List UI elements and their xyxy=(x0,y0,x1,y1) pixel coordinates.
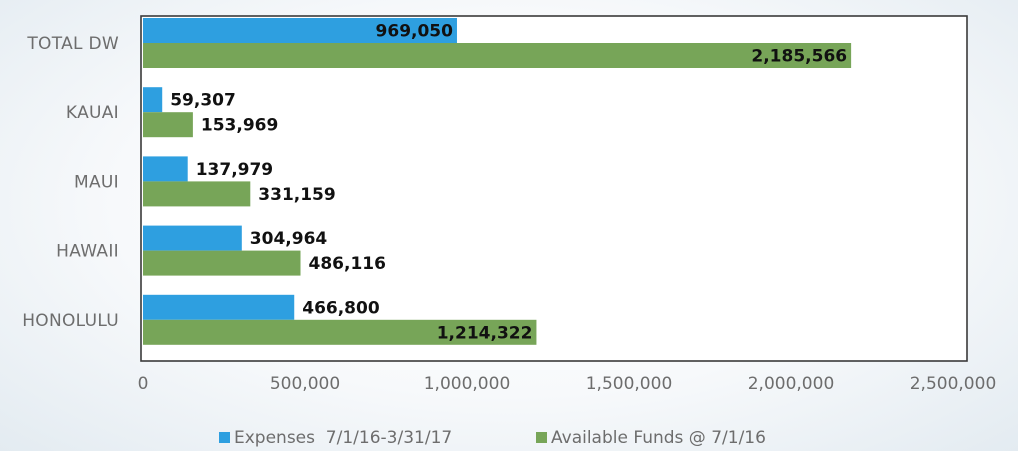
category-label-honolulu: HONOLULU xyxy=(22,311,119,331)
legend: Expenses 7/1/16-3/31/17 Available Funds @… xyxy=(219,428,766,448)
data-label-expenses-hawaii: 304,964 xyxy=(250,229,328,249)
data-labels: 969,050 2,185,566 59,307 153,969 137,979 331,… xyxy=(170,22,847,344)
bar-available-funds-maui xyxy=(143,181,251,207)
x-tick-label: 1,500,000 xyxy=(586,374,673,394)
bar-available-funds-hawaii xyxy=(143,250,301,276)
x-tick-label: 1,000,000 xyxy=(424,374,511,394)
data-label-expenses-kauai: 59,307 xyxy=(170,91,236,111)
legend-expenses-swatch xyxy=(219,432,230,443)
x-tick-label: 500,000 xyxy=(270,374,340,394)
category-label-hawaii: HAWAII xyxy=(56,242,119,262)
data-label-available-funds-kauai: 153,969 xyxy=(201,116,278,136)
bar-expenses-maui xyxy=(143,156,188,182)
data-label-expenses-maui: 137,979 xyxy=(196,160,273,180)
x-tick-label: 0 xyxy=(138,374,149,394)
data-label-available-funds-total-dw: 2,185,566 xyxy=(751,47,847,67)
x-tick-label: 2,500,000 xyxy=(910,374,997,394)
legend-available-funds-label: Available Funds @ 7/1/16 xyxy=(551,428,766,448)
data-label-expenses-honolulu: 466,800 xyxy=(302,298,380,318)
data-label-available-funds-hawaii: 486,116 xyxy=(309,254,386,274)
bars xyxy=(143,18,852,345)
category-labels: TOTAL DW KAUAI MAUI HAWAII HONOLULU xyxy=(22,34,119,331)
category-label-total-dw: TOTAL DW xyxy=(26,34,119,54)
category-label-kauai: KAUAI xyxy=(66,103,119,123)
data-label-expenses-total-dw: 969,050 xyxy=(376,22,454,42)
x-tick-label: 2,000,000 xyxy=(748,374,835,394)
x-axis-tick-labels: 0 500,000 1,000,000 1,500,000 2,000,000 2,500… xyxy=(138,374,997,394)
data-label-available-funds-maui: 331,159 xyxy=(258,185,335,205)
legend-expenses-label: Expenses 7/1/16-3/31/17 xyxy=(234,428,452,448)
bar-expenses-kauai xyxy=(143,87,163,113)
bar-expenses-total-dw xyxy=(143,18,457,43)
bar-expenses-honolulu xyxy=(143,294,295,320)
bar-expenses-hawaii xyxy=(143,225,242,251)
bar-available-funds-honolulu xyxy=(143,319,537,345)
bar-available-funds-total-dw xyxy=(143,43,852,68)
category-label-maui: MAUI xyxy=(74,172,119,192)
bar-available-funds-kauai xyxy=(143,112,193,138)
data-label-available-funds-honolulu: 1,214,322 xyxy=(437,323,533,343)
legend-available-funds-swatch xyxy=(536,432,547,443)
